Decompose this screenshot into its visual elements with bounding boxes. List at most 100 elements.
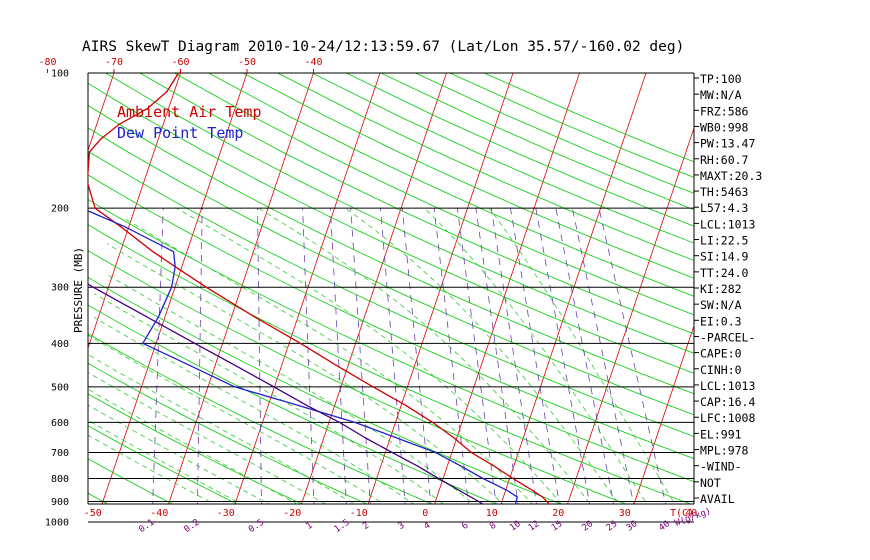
mixing-ratio-tick-label: 3	[396, 521, 406, 532]
mixing-ratio-tick-label: 4	[422, 521, 432, 532]
dew-point-temp-line	[88, 210, 518, 504]
mixing-ratio-line	[555, 208, 615, 504]
isotherm-line	[824, 73, 870, 532]
bottom-temp-tick-label: -20	[283, 508, 301, 519]
bottom-temp-tick-label: -50	[84, 508, 102, 519]
moist-adiabat-line	[88, 372, 327, 504]
dry-adiabat-line	[88, 174, 694, 460]
stability-index: CINH:0	[700, 363, 742, 377]
dry-adiabat-line	[88, 250, 627, 504]
bottom-temp-tick-label: 30	[619, 508, 631, 519]
moist-adiabat-line	[93, 293, 445, 504]
mixing-ratio-tick-label: 1	[304, 521, 314, 532]
ambient-air-temp-line	[88, 73, 551, 504]
isotherm-line	[567, 126, 694, 504]
mixing-ratio-line	[490, 208, 537, 504]
stability-index: AVAIL	[700, 492, 735, 506]
bottom-temp-unit: T(C)	[670, 508, 694, 519]
mixing-ratio-tick-label: 25	[605, 519, 620, 533]
top-temp-tick-label: -80	[38, 57, 56, 68]
moist-adiabat-line	[88, 334, 385, 504]
moist-adiabat-grid	[88, 207, 676, 504]
dry-adiabat-line	[88, 425, 239, 504]
dry-adiabat-line	[88, 127, 694, 416]
stability-index: LFC:1008	[700, 411, 755, 425]
moist-adiabat-line	[88, 354, 356, 504]
dry-adiabat-line	[88, 362, 368, 504]
isotherm-line	[101, 73, 248, 504]
mixing-ratio-line	[197, 208, 203, 504]
stability-index: WB0:998	[700, 121, 749, 135]
isotherm-line	[758, 73, 870, 532]
top-temp-tick-label: -70	[105, 57, 123, 68]
stability-index: RH:60.7	[700, 153, 749, 167]
stability-index: MW:N/A	[700, 88, 742, 102]
dry-adiabat-line	[311, 73, 694, 244]
pressure-tick-label: 200	[51, 204, 69, 215]
dry-adiabat-line	[88, 224, 692, 504]
dry-adiabat-line	[139, 73, 694, 335]
bottom-temperature-axis: -50 -40 -30 -20 -10 0 10 20 30 40T(C)	[84, 508, 698, 519]
mixing-ratio-line	[535, 208, 591, 504]
dry-adiabat-line	[88, 276, 563, 504]
isotherm-line	[0, 73, 48, 532]
moist-adiabat-line	[258, 207, 591, 504]
bottom-temp-tick-label: -30	[217, 508, 235, 519]
isotherm-line	[88, 73, 115, 152]
stability-index: CAPE:0	[700, 347, 742, 361]
pressure-axis: 100 200 300 400 500 600 700 800 900 1000	[45, 69, 69, 529]
pressure-tick-label: 600	[51, 418, 69, 429]
isotherm-line	[88, 73, 181, 350]
mixing-ratio-tick-label: 0.2	[183, 518, 202, 536]
stability-index: SW:N/A	[700, 298, 742, 312]
mixing-ratio-line	[475, 208, 519, 504]
isotherm-line	[301, 73, 447, 504]
stability-index: MPL:978	[700, 444, 749, 458]
dry-adiabat-line	[415, 73, 694, 194]
dry-adiabat-line	[88, 82, 694, 374]
mixing-ratio-line	[510, 208, 560, 504]
mixing-ratio-tick-label: 2	[361, 521, 371, 532]
isotherm-line	[367, 73, 514, 504]
mixing-ratio-line	[380, 208, 406, 504]
mixing-ratio-line	[456, 208, 497, 504]
mixing-ratio-line	[598, 208, 667, 504]
dry-adiabat-grid	[0, 73, 694, 532]
pressure-tick-label: 800	[51, 474, 69, 485]
mixing-ratio-line	[350, 208, 371, 504]
stability-index: LI:22.5	[700, 234, 748, 248]
mixing-ratio-line	[302, 208, 315, 504]
y-axis-label: PRESSURE (MB)	[72, 247, 85, 333]
top-temp-tick-label: -40	[304, 57, 322, 68]
mixing-ratio-line	[572, 208, 635, 504]
pressure-tick-label: 900	[51, 497, 69, 508]
pressure-tick-label: 500	[51, 382, 69, 393]
dry-adiabat-line	[174, 73, 694, 316]
isotherm-line	[434, 73, 580, 504]
parcel-line	[88, 283, 485, 504]
pressure-tick-label: 1000	[45, 518, 69, 529]
mixing-ratio-tick-label: 40	[657, 519, 672, 533]
stability-index: KI:282	[700, 282, 742, 296]
stability-index: -WIND-	[700, 460, 742, 474]
moist-adiabat-line	[88, 388, 298, 504]
legend: Ambient Air Temp Dew Point Temp	[117, 103, 262, 142]
mixing-ratio-line	[152, 208, 164, 504]
dry-adiabat-line	[88, 333, 433, 504]
dry-adiabat-line	[88, 393, 303, 504]
stability-index: NOT	[700, 476, 721, 490]
bottom-temp-tick-label: -40	[150, 508, 168, 519]
bottom-temp-tick-label: 0	[422, 508, 428, 519]
dry-adiabat-line	[105, 73, 694, 354]
mixing-ratio-tick-label: 8	[488, 521, 498, 532]
pressure-tick-label: 300	[51, 283, 69, 294]
top-temp-tick-label: -60	[171, 57, 189, 68]
moist-adiabat-line	[106, 243, 504, 504]
bottom-temp-tick-label: -10	[350, 508, 368, 519]
bottom-temp-tick-label: 20	[552, 508, 564, 519]
stability-index: TP:100	[700, 72, 742, 86]
moist-adiabat-line	[488, 207, 676, 504]
top-temperature-axis: -120-110-100-90-80-70-60-50-40	[38, 57, 323, 73]
dry-adiabat-line	[483, 73, 694, 163]
dry-adiabat-line	[0, 73, 25, 532]
